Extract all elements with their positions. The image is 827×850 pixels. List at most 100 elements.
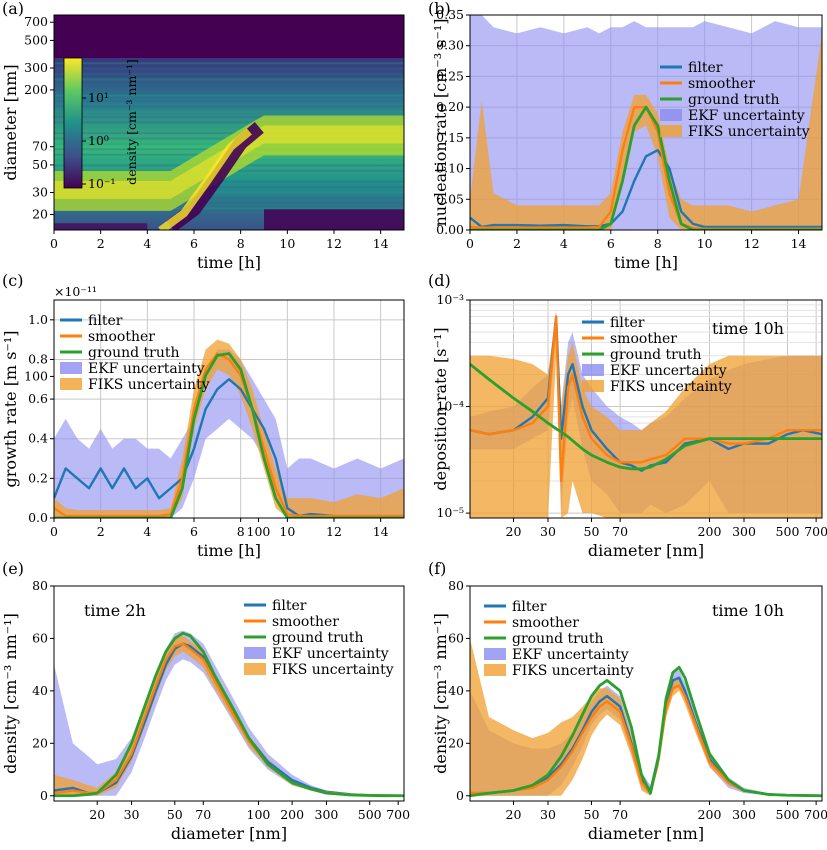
legend-swatch (60, 378, 82, 390)
x-tick-label: 50 (167, 807, 183, 822)
y-tick-label: 0 (40, 788, 48, 803)
heatmap-stripe (54, 121, 404, 124)
heatmap-stripe (54, 99, 404, 102)
x-axis-label: time [h] (197, 541, 261, 560)
y-tick-label: 30 (32, 185, 48, 200)
heatmap-bright-diagonal (158, 128, 252, 230)
legend-swatch (244, 647, 266, 659)
y-tick-label: 700 (24, 14, 48, 29)
plot-frame (469, 585, 823, 802)
ekf-uncertainty-band (54, 349, 404, 518)
x-tick-label: 200 (280, 807, 304, 822)
x-tick-label: 100 (247, 524, 271, 539)
panel-b: 0 2 4 6 8 10 12 14 0.00 0.05 0.10 0.15 0.20 0.25 0.30 0… (428, 0, 823, 272)
x-tick-label: 12 (744, 236, 760, 251)
x-tick-label: 14 (373, 236, 389, 251)
smoother-line (470, 684, 822, 797)
colorbar-bar (63, 57, 83, 189)
x-tick-label: 200 (698, 807, 722, 822)
legend-label: smoother (610, 331, 677, 347)
x-tick-label: 14 (373, 524, 389, 539)
legend-label: ground truth (610, 347, 702, 363)
x-tick-label: 8 (237, 236, 245, 251)
panel-e: 20 30 50 70 100 200 300 500 700 0 20 40 60 80 diameter… (1, 559, 410, 843)
plot-frame (53, 585, 405, 802)
heatmap-stripe (54, 185, 404, 188)
legend-swatch (244, 663, 266, 675)
legend-label: filter (512, 599, 547, 615)
y-axis-label: density [cm⁻³ nm⁻¹] (431, 613, 450, 774)
y-axis-label: growth rate [m s⁻¹] (1, 330, 20, 487)
x-tick-label: 30 (540, 807, 556, 822)
x-tick-label: 70 (612, 524, 628, 539)
legend-label: FIKS uncertainty (272, 662, 394, 678)
y-tick-label: 50 (32, 157, 48, 172)
x-tick-label: 12 (326, 524, 342, 539)
ground-truth-line (54, 352, 404, 518)
legend-swatch (660, 109, 682, 121)
y-tick-label: 0.0 (28, 510, 48, 525)
heatmap-stripe (54, 191, 404, 194)
panel-label: (a) (2, 0, 24, 18)
y-tick-label: 40 (448, 683, 464, 698)
x-tick-label: 200 (698, 524, 722, 539)
legend-label: ground truth (88, 345, 180, 361)
y-tick-label: 20 (32, 206, 48, 221)
y-axis-label: deposition rate [s⁻¹] (431, 327, 450, 490)
y-tick-label: 10⁻⁴ (436, 399, 464, 414)
y-tick-label: 20 (448, 735, 464, 750)
y-tick-label: 40 (32, 683, 48, 698)
y-tick-label: 500 (24, 32, 48, 47)
x-tick-label: 0 (50, 236, 58, 251)
plot-area (470, 638, 822, 798)
x-tick-label: 10 (279, 524, 295, 539)
x-axis-label: time [h] (197, 253, 261, 272)
heatmap-stripe (54, 175, 404, 178)
heatmap-stripe (54, 62, 404, 65)
x-tick-label: 20 (89, 807, 105, 822)
fiks-uncertainty-band (470, 638, 822, 796)
y-tick-label: 10⁻⁵ (436, 505, 464, 520)
panel-label: (d) (428, 271, 451, 290)
y-tick-label: 10⁻³ (436, 292, 464, 307)
y-tick-label: 0.15 (436, 130, 464, 145)
x-tick-label: 70 (612, 807, 628, 822)
y-tick-label: 0.05 (436, 191, 464, 206)
smoother-line (54, 352, 404, 518)
x-tick-label: 8 (237, 524, 245, 539)
y-axis-label: nucleation rate [cm⁻³ s⁻¹] (431, 18, 450, 226)
y-tick-label: 1.0 (28, 312, 48, 327)
ground-truth-line (470, 105, 822, 230)
colorbar-label: density [cm⁻³ nm⁻¹] (124, 59, 139, 185)
y-tick-label: 60 (32, 630, 48, 645)
legend-label: filter (688, 60, 723, 76)
x-tick-label: 50 (584, 524, 600, 539)
heatmap-stripe (54, 89, 404, 92)
y-tick-label: 20 (32, 735, 48, 750)
x-tick-label: 100 (247, 807, 271, 822)
x-tick-label: 0 (50, 524, 58, 539)
heatmap-stripe (54, 116, 404, 119)
legend-swatch (60, 362, 82, 374)
x-tick-label: 20 (506, 807, 522, 822)
plot-area (54, 630, 404, 798)
y-tick-label: 60 (448, 630, 464, 645)
legend-label: FIKS uncertainty (88, 377, 210, 393)
y-tick-label: 100 (24, 368, 48, 383)
x-tick-label: 8 (654, 236, 662, 251)
y-tick-label: 0.35 (436, 7, 464, 22)
panel-d: 20 30 50 70 100 200 300 500 700 10⁻⁵ 10⁻⁴ 10⁻³ diame… (247, 271, 827, 560)
heatmap-stripe (54, 202, 404, 205)
time-annotation: time 10h (712, 319, 784, 338)
plot-frame (53, 299, 405, 519)
legend-label: EKF uncertainty (512, 647, 629, 663)
y-tick-label: 70 (32, 139, 48, 154)
smoother-line (470, 315, 822, 483)
colorbar: 10⁻¹ 10⁰ 10¹ density [cm⁻³ nm⁻¹] (63, 57, 139, 191)
legend-label: filter (272, 598, 307, 614)
time-annotation: time 10h (712, 601, 784, 620)
x-axis-label: diameter [nm] (588, 824, 704, 843)
panel-label: (f) (428, 559, 446, 578)
x-tick-label: 10 (697, 236, 713, 251)
